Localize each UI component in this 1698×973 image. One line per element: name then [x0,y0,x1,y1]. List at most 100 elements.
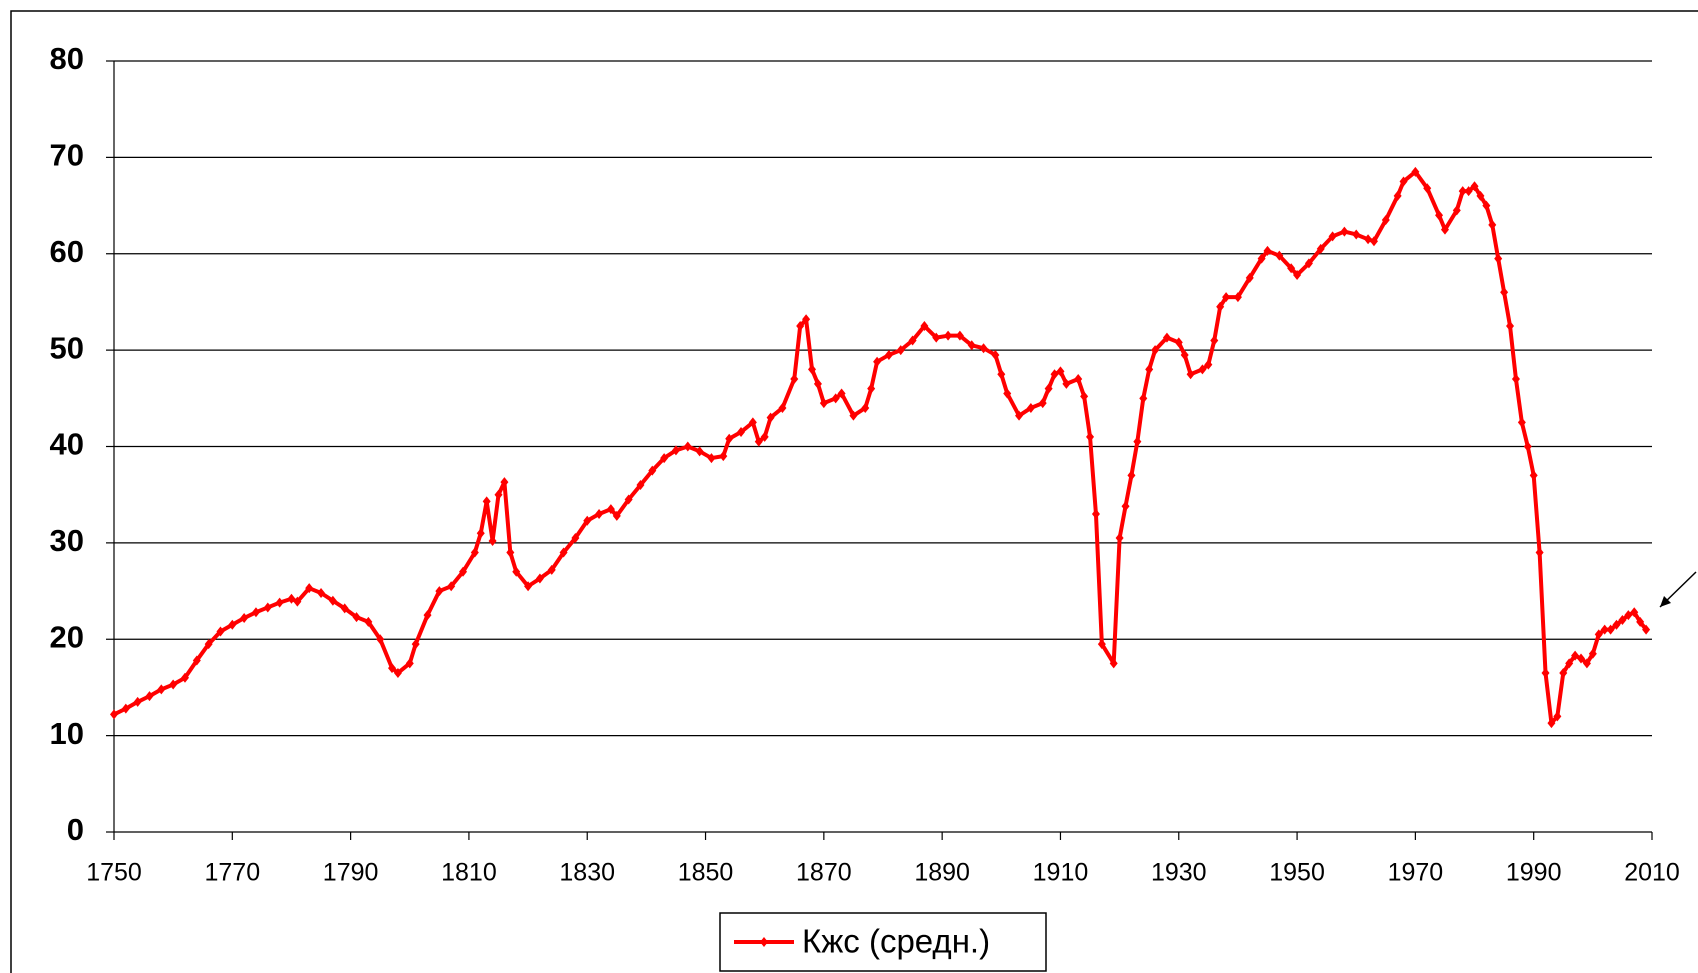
point-marker [660,453,669,464]
point-marker [1121,501,1130,512]
x-tick-label: 1850 [678,859,734,887]
point-marker [1541,667,1550,678]
point-marker [1015,410,1024,421]
y-tick-label: 70 [50,138,84,173]
pointer-arrow-head [1660,596,1671,607]
point-marker [1594,629,1603,640]
point-marker [908,335,917,346]
x-tick-label: 1990 [1506,859,1562,887]
point-marker [1435,210,1444,221]
point-marker [595,508,604,519]
point-marker [1186,369,1195,380]
point-marker [1535,547,1544,558]
point-marker [1488,219,1497,230]
x-tick-label: 1870 [796,859,852,887]
point-marker [1139,393,1148,404]
point-marker [180,672,189,683]
point-marker [1328,231,1337,242]
point-marker [896,345,905,356]
point-marker [1582,658,1591,669]
point-marker [145,691,154,702]
point-marker [955,330,964,341]
point-marker [796,321,805,332]
x-tick-label: 1790 [323,859,379,887]
point-marker [1369,236,1378,247]
point-marker [1198,364,1207,375]
point-marker [1624,610,1633,621]
point-marker [1044,383,1053,394]
point-marker [1115,533,1124,544]
series-line [113,169,1648,726]
point-marker [991,349,1000,360]
point-marker [423,610,432,621]
point-marker [849,410,858,421]
point-marker [1056,366,1065,377]
point-marker [1222,292,1231,303]
point-marker [1642,624,1651,635]
point-marker [1080,391,1089,402]
point-marker [1565,658,1574,669]
point-marker [967,340,976,351]
point-marker [867,383,876,394]
point-marker [169,679,178,690]
chart-frame [10,10,1698,973]
x-tick-label: 1950 [1269,859,1325,887]
point-marker [1275,250,1284,261]
point-marker [110,709,118,720]
x-tick-label: 1770 [204,859,260,887]
point-marker [293,596,302,607]
point-marker [1470,181,1479,192]
point-marker [1606,624,1615,635]
point-marker [251,607,260,618]
point-marker [388,663,397,674]
point-marker [1050,369,1059,380]
point-marker [683,441,692,452]
point-marker [1210,335,1219,346]
point-marker [944,330,953,341]
x-tick-label: 1930 [1151,859,1207,887]
point-marker [1423,183,1432,194]
point-marker [884,349,893,360]
x-tick-label: 1890 [914,859,970,887]
point-marker [837,388,846,399]
point-marker [819,398,828,409]
y-tick-label: 50 [50,330,84,365]
point-marker [263,602,272,613]
point-marker [1180,349,1189,360]
point-marker [1571,650,1580,661]
point-marker [790,374,799,385]
point-marker [583,515,592,526]
x-tick-label: 1830 [559,859,615,887]
point-marker [1352,229,1361,240]
point-marker [317,587,326,598]
point-marker [1381,215,1390,226]
point-marker [1600,624,1609,635]
point-marker [305,583,314,594]
point-marker [571,533,580,544]
point-marker [1440,224,1449,235]
point-marker [1304,258,1313,269]
point-marker [1151,345,1160,356]
point-marker [1411,166,1420,177]
point-marker [1482,200,1491,211]
point-marker [506,547,515,558]
point-marker [1630,607,1639,618]
x-tick-label: 1810 [441,859,497,887]
point-marker [482,496,491,507]
x-tick-label: 2010 [1624,859,1680,887]
point-marker [1204,359,1213,370]
point-marker [476,528,485,539]
point-marker [1263,245,1272,256]
point-marker [1340,226,1349,237]
point-marker [547,564,556,575]
point-marker [216,626,225,637]
point-marker [920,321,929,332]
point-marker [624,494,633,505]
point-marker [1588,648,1597,659]
point-marker [778,402,787,413]
point-marker [766,412,775,423]
point-marker [737,427,746,438]
x-tick-label: 1970 [1388,859,1444,887]
